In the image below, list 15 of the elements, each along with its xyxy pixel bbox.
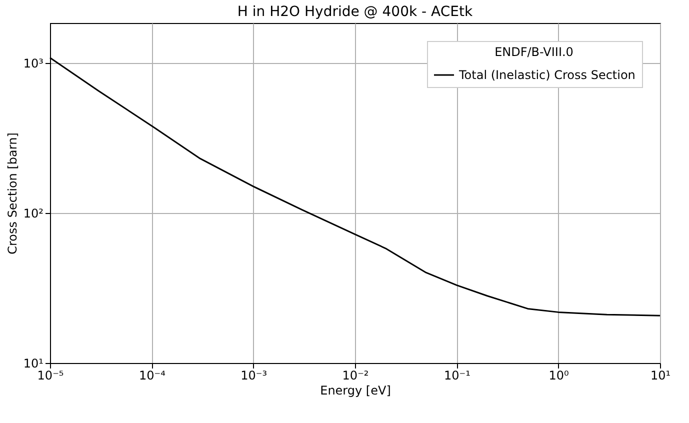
x-tick-label: 10⁰ xyxy=(548,368,570,382)
legend-title: ENDF/B-VIII.0 xyxy=(494,45,574,59)
x-tick-label: 10⁻¹ xyxy=(444,368,471,382)
x-tick-label: 10⁻⁵ xyxy=(37,368,64,382)
y-tick-label: 10¹ xyxy=(23,356,44,370)
x-tick-label: 10¹ xyxy=(650,368,671,382)
x-axis-title: Energy [eV] xyxy=(320,384,391,398)
chart-title: H in H2O Hydride @ 400k - ACEtk xyxy=(237,4,474,20)
y-tick-label: 10³ xyxy=(23,56,44,70)
x-tick-label: 10⁻³ xyxy=(240,368,268,382)
y-tick-label: 10² xyxy=(23,206,44,220)
x-tick-label: 10⁻² xyxy=(342,368,369,382)
legend-label: Total (Inelastic) Cross Section xyxy=(458,68,636,82)
x-tick-label: 10⁻⁴ xyxy=(138,368,166,382)
y-axis-title: Cross Section [barn] xyxy=(5,132,20,254)
